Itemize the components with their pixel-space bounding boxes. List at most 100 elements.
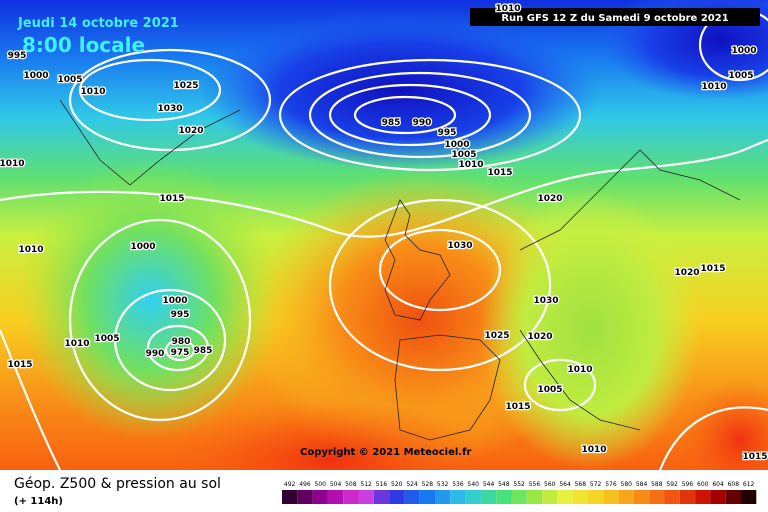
colorbar-label: 496	[299, 481, 311, 488]
colorbar-cell	[450, 490, 466, 504]
isobar-label: 1005	[94, 334, 119, 344]
forecast-date: Jeudi 14 octobre 2021	[17, 16, 179, 31]
colorbar-cell	[389, 490, 405, 504]
isobar-label: 1030	[533, 296, 558, 306]
colorbar-cell	[465, 490, 481, 504]
isobar-label: 985	[194, 346, 213, 356]
isobar-label: 1010	[495, 4, 520, 14]
isobar-label: 995	[8, 51, 27, 61]
isobar-label: 1015	[487, 168, 512, 178]
isobar-label: 1015	[159, 194, 184, 204]
isobar-label: 1010	[458, 160, 483, 170]
colorbar-cell	[649, 490, 665, 504]
isobar-label: 1010	[581, 445, 606, 455]
isobar-label: 995	[438, 128, 457, 138]
isobar-label: 1005	[728, 71, 753, 81]
isobar-label: 1005	[537, 385, 562, 395]
colorbar-cell	[496, 490, 512, 504]
colorbar-cell	[633, 490, 650, 504]
colorbar-label: 560	[544, 481, 556, 488]
colorbar-label: 500	[315, 481, 327, 488]
isobar-label: 1000	[130, 242, 155, 252]
colorbar-label: 600	[697, 481, 709, 488]
isobar-label: 980	[172, 337, 191, 347]
colorbar-label: 572	[590, 481, 602, 488]
isobar-label: 1020	[178, 126, 203, 136]
lead-time: (+ 114h)	[14, 496, 63, 507]
legend-title: Géop. Z500 & pression au sol	[14, 476, 221, 492]
isobar-label: 1015	[700, 264, 725, 274]
coastlines	[59, 99, 741, 441]
colorbar-cell	[312, 490, 328, 504]
colorbar-label: 512	[360, 481, 372, 488]
colorbar-label: 508	[345, 481, 357, 488]
colorbar-cell	[343, 490, 359, 504]
isobar-label: 1010	[0, 159, 25, 169]
colorbar-label: 516	[376, 481, 388, 488]
colorbar-label: 608	[728, 481, 740, 488]
colorbar-cell	[327, 490, 344, 504]
isobar-label: 1015	[505, 402, 530, 412]
colorbar-cell	[542, 490, 558, 504]
colorbar-cell	[297, 490, 313, 504]
isobar-label: 1030	[157, 104, 182, 114]
isobar-label: 995	[171, 310, 190, 320]
colorbar-cell	[588, 490, 604, 504]
colorbar-cell	[526, 490, 543, 504]
isobar-label: 1000	[444, 140, 469, 150]
colorbar-label: 576	[605, 481, 617, 488]
colorbar-cell	[511, 490, 527, 504]
isobar-label: 1005	[57, 75, 82, 85]
colorbar-cell	[618, 490, 634, 504]
colorbar-cell	[435, 490, 451, 504]
isobar-label: 990	[413, 118, 432, 128]
isobar-label: 975	[171, 348, 190, 358]
colorbar-label: 528	[422, 481, 434, 488]
colorbar-label: 580	[621, 481, 633, 488]
colorbar-cell	[557, 490, 573, 504]
colorbar-label: 568	[575, 481, 587, 488]
colorbar-label: 584	[636, 481, 648, 488]
isobar-label: 1020	[674, 268, 699, 278]
colorbar-cell	[480, 490, 497, 504]
run-info: Run GFS 12 Z du Samedi 9 octobre 2021	[501, 13, 728, 24]
colorbar-label: 612	[743, 481, 755, 488]
colorbar-label: 552	[513, 481, 525, 488]
isobar-label: 1010	[80, 87, 105, 97]
isobar-label: 1000	[731, 46, 756, 56]
colorbar-label: 504	[330, 481, 342, 488]
colorbar-cell	[404, 490, 420, 504]
isobar-label: 1020	[527, 332, 552, 342]
colorbar-cell	[419, 490, 435, 504]
colorbar-cell	[572, 490, 588, 504]
colorbar-label: 520	[391, 481, 403, 488]
colorbar-label: 596	[682, 481, 694, 488]
colorbar-cell	[741, 490, 757, 504]
run-banner	[470, 8, 760, 26]
colorbar-cell	[282, 490, 298, 504]
isobar-label: 1005	[451, 150, 476, 160]
colorbar-cell	[358, 490, 374, 504]
colorbar-cell	[710, 490, 726, 504]
colorbar-label: 524	[406, 481, 418, 488]
colorbar-label: 548	[498, 481, 510, 488]
colorbar-cell	[603, 490, 619, 504]
copyright: Copyright © 2021 Meteociel.fr	[300, 447, 471, 458]
colorbar-label: 544	[483, 481, 495, 488]
colorbar-cell	[725, 490, 741, 504]
isobar-label: 1025	[173, 81, 198, 91]
colorbar-cell	[695, 490, 711, 504]
isobar-label: 1000	[23, 71, 48, 81]
isobar-label: 1020	[537, 194, 562, 204]
isobar-label: 1010	[64, 339, 89, 349]
isobars	[0, 8, 768, 471]
isobar-label: 1000	[162, 296, 187, 306]
isobar-label: 985	[382, 118, 401, 128]
isobar-label: 1010	[701, 82, 726, 92]
colorbar-label: 492	[284, 481, 296, 488]
colorbar-label: 556	[529, 481, 541, 488]
colorbar-cell	[679, 490, 696, 504]
isobar-label: 1010	[567, 365, 592, 375]
isobar-label: 1010	[18, 245, 43, 255]
isobar-label: 990	[146, 349, 165, 359]
